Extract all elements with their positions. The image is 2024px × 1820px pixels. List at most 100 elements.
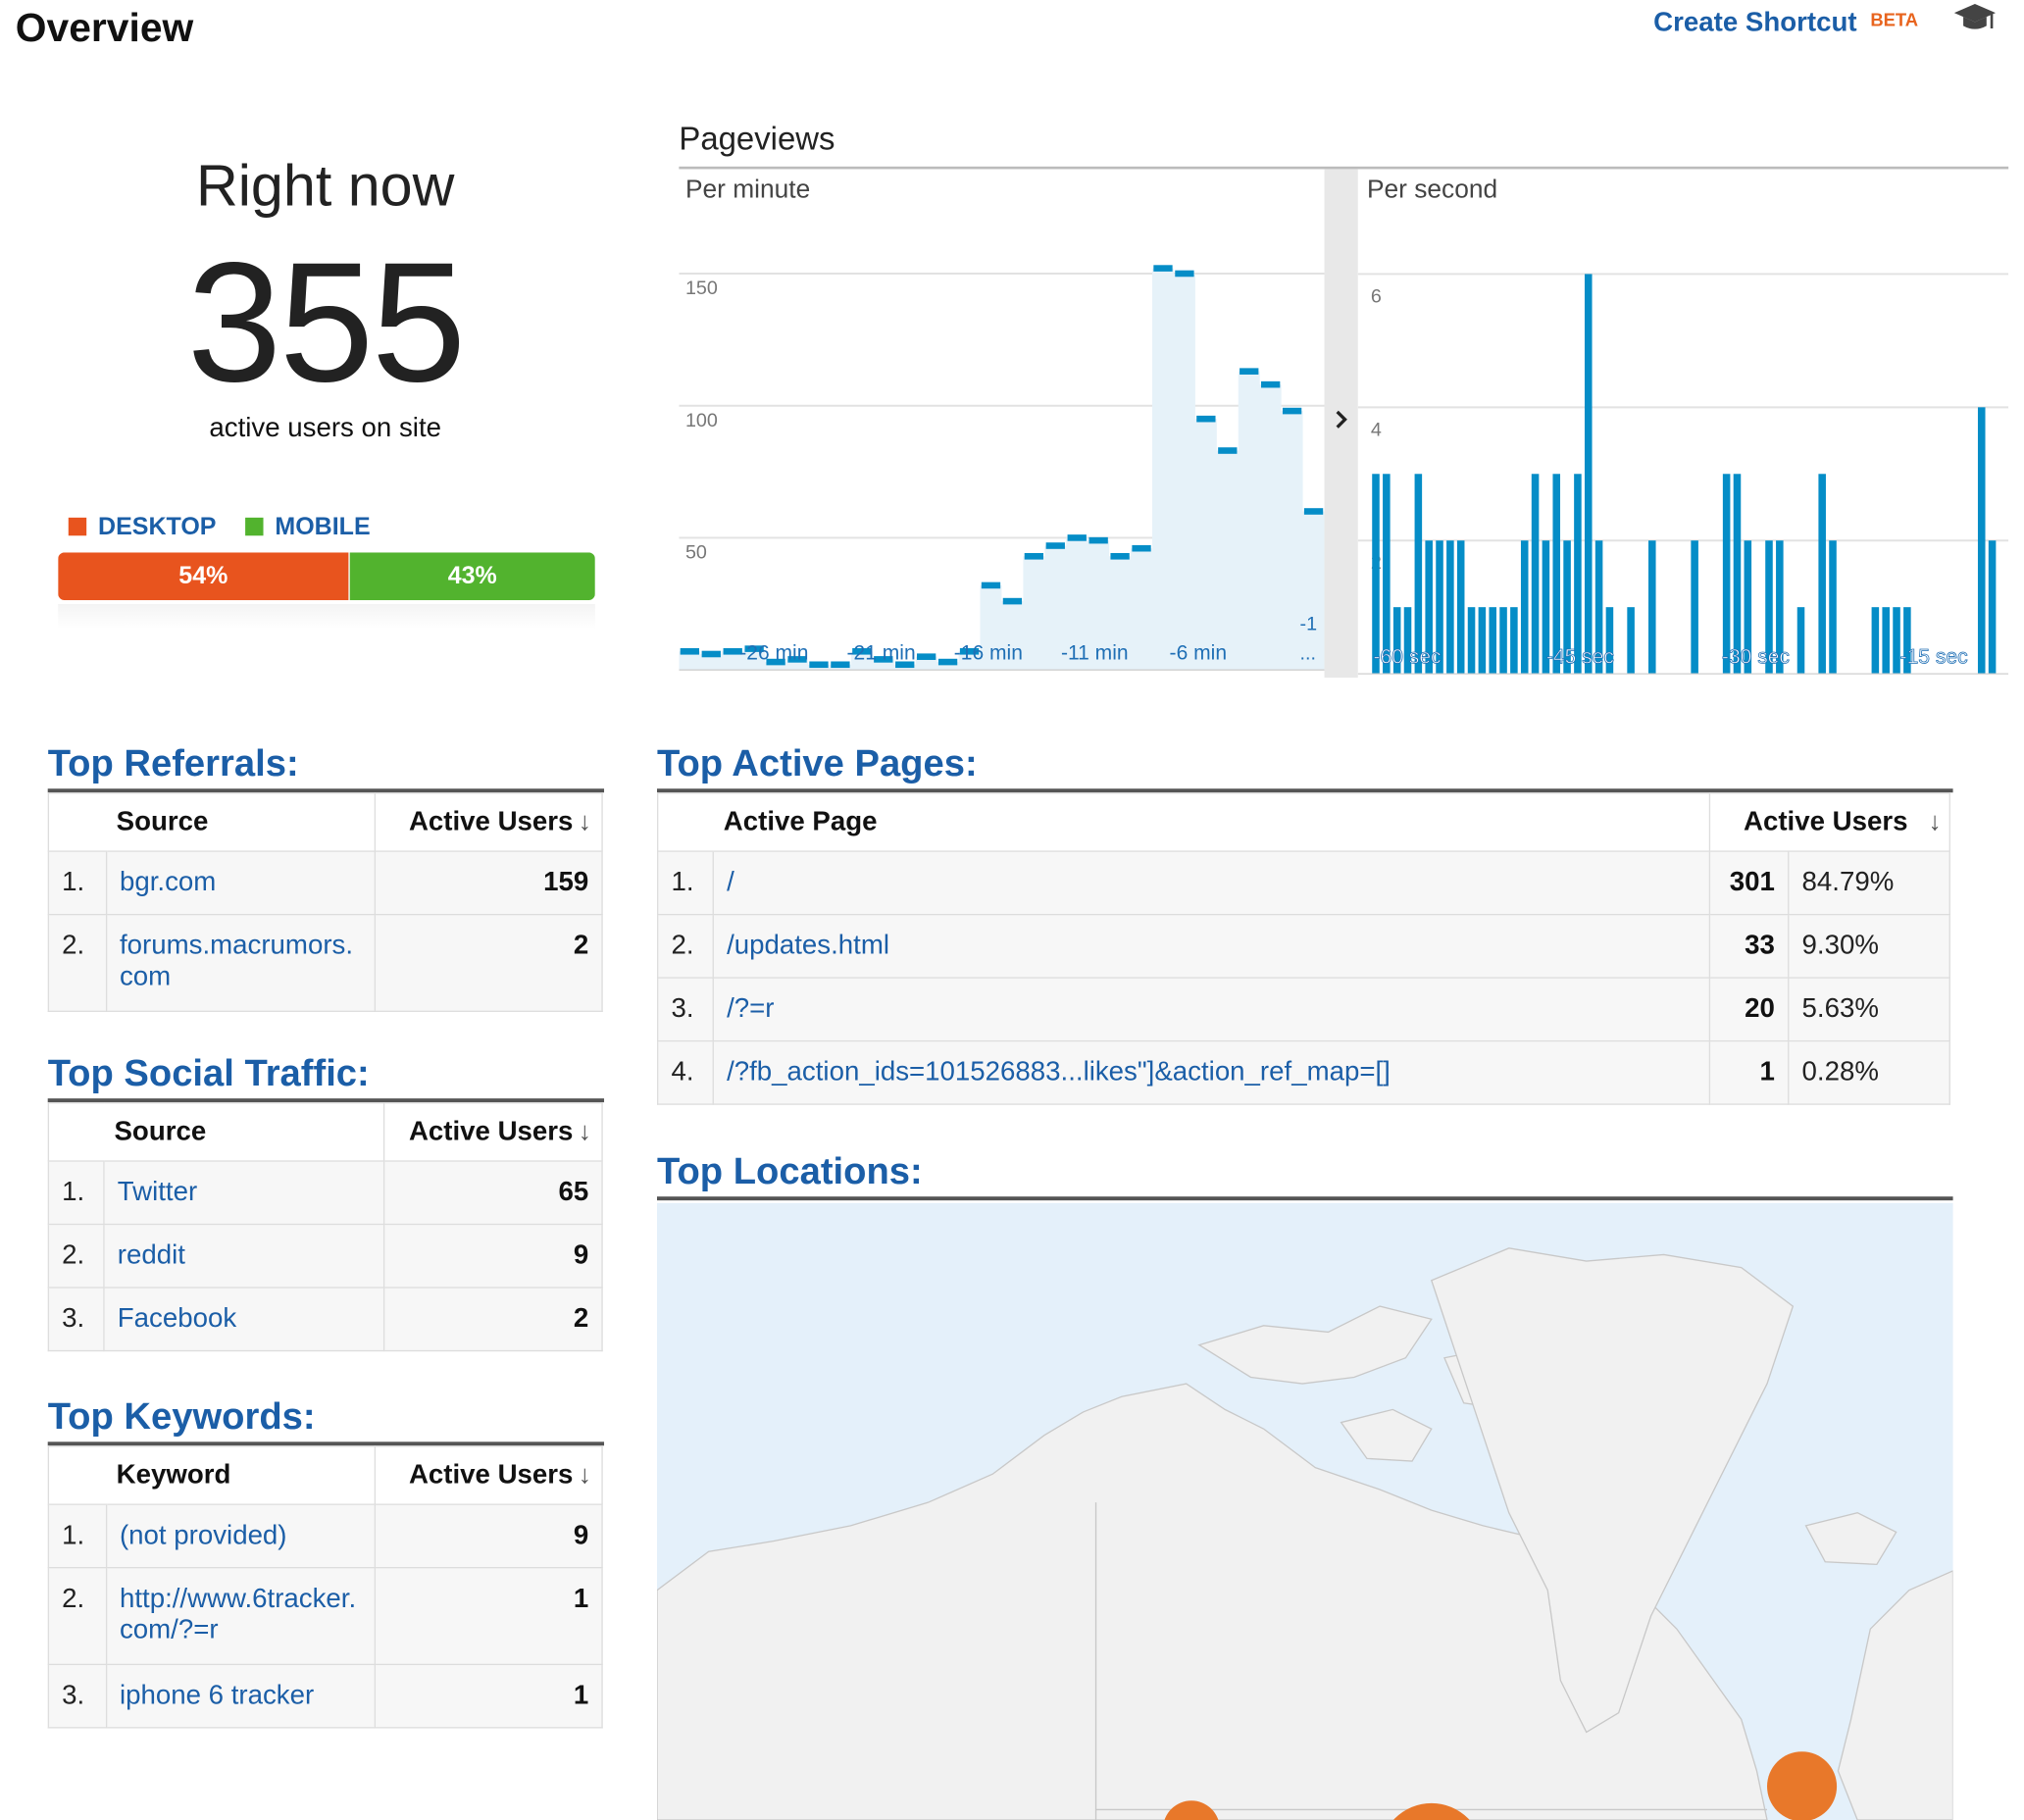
top-pages-title: Top Active Pages: — [656, 743, 978, 785]
source-header[interactable]: Source — [106, 792, 377, 852]
bar — [1574, 474, 1582, 675]
keyword-link[interactable]: http://www.6tracker.com/?=r — [119, 1584, 357, 1644]
index-header — [47, 1102, 104, 1162]
create-shortcut-link[interactable]: Create Shortcut — [1653, 7, 1857, 38]
x-tick-label: -60 sec — [1374, 646, 1442, 669]
per-second-label: Per second — [1366, 176, 1498, 204]
bar — [1903, 607, 1911, 675]
map-land-iceland — [1804, 1512, 1898, 1566]
bar — [1552, 474, 1561, 675]
graduation-cap-icon[interactable] — [1951, 0, 1998, 38]
data-point — [1240, 368, 1259, 375]
mobile-percent: 43% — [447, 562, 497, 589]
y-tick-label: 100 — [685, 410, 718, 431]
active-users-cell: 1 — [375, 1663, 603, 1729]
data-point — [1002, 597, 1023, 605]
per-second-chart: 246-60 sec-45 sec-30 sec-15 sec — [1357, 273, 2009, 675]
table-row: 3. /?=r 20 5.63% — [656, 977, 1950, 1042]
keyword-cell: (not provided) — [105, 1503, 377, 1569]
table-header: Active Page Active Users ↓ — [656, 792, 1950, 852]
bar — [1520, 540, 1529, 675]
source-link[interactable]: forums.macrumors.com — [119, 931, 354, 991]
keyword-header[interactable]: Keyword — [106, 1445, 377, 1505]
row-index: 2. — [47, 913, 107, 1012]
source-link[interactable]: Facebook — [117, 1303, 237, 1334]
bar — [1383, 474, 1391, 675]
active-users-cell: 33 — [1708, 913, 1790, 979]
sort-down-icon: ↓ — [578, 1461, 591, 1491]
y-tick-label: 6 — [1371, 285, 1382, 307]
table-row: 1. (not provided) 9 — [47, 1503, 603, 1569]
y-tick-label: 50 — [685, 541, 707, 563]
per-minute-label: Per minute — [684, 176, 811, 204]
table-row: 2. forums.macrumors.com 2 — [47, 913, 603, 1012]
bar — [1467, 607, 1476, 675]
top-referrals-rule — [47, 788, 605, 793]
data-point — [787, 656, 807, 663]
sort-down-icon: ↓ — [578, 808, 591, 836]
active-users-header[interactable]: Active Users ↓ — [382, 1102, 603, 1162]
data-point — [680, 648, 699, 655]
data-point — [744, 645, 764, 652]
table-row: 3. Facebook 2 — [47, 1287, 603, 1352]
data-point — [1024, 553, 1044, 560]
data-point — [981, 581, 1001, 589]
area-fill — [679, 268, 1325, 671]
source-link[interactable]: Twitter — [117, 1177, 198, 1207]
table-row: 1. Twitter 65 — [47, 1160, 603, 1226]
table-row: 2. http://www.6tracker.com/?=r 1 — [47, 1566, 603, 1666]
page-title: Overview — [15, 5, 194, 51]
data-point — [1088, 536, 1108, 544]
bar — [1722, 474, 1731, 675]
chart-divider[interactable] — [1324, 169, 1358, 679]
data-point — [809, 661, 829, 669]
top-keywords-title: Top Keywords: — [47, 1396, 316, 1439]
split-bar-reflection — [58, 604, 595, 631]
desktop-segment: 54% — [58, 552, 349, 601]
source-header[interactable]: Source — [103, 1102, 385, 1162]
bar — [1414, 474, 1423, 675]
top-keywords-rule — [47, 1441, 605, 1446]
legend-desktop-label: DESKTOP — [98, 513, 217, 541]
page-link[interactable]: /?fb_action_ids=101526883...likes"]&acti… — [727, 1057, 1391, 1087]
chevron-right-icon[interactable] — [1334, 409, 1349, 436]
bar — [1893, 607, 1900, 675]
keyword-link[interactable]: (not provided) — [119, 1520, 287, 1550]
table-row: 3. iphone 6 tracker 1 — [47, 1663, 603, 1729]
locations-map[interactable] — [656, 1202, 1953, 1820]
table-header: Source Active Users ↓ — [47, 792, 603, 852]
active-page-header[interactable]: Active Page — [713, 792, 1711, 852]
percent-cell: 5.63% — [1788, 977, 1950, 1042]
bar — [1436, 540, 1443, 675]
bar — [1499, 607, 1507, 675]
source-link[interactable]: bgr.com — [119, 867, 217, 897]
index-header — [47, 792, 107, 852]
bar — [1691, 540, 1698, 675]
mobile-swatch — [245, 517, 264, 536]
table-row: 2. /updates.html 33 9.30% — [656, 913, 1950, 979]
active-users-header-label: Active Users — [408, 1459, 574, 1491]
sort-down-icon: ↓ — [578, 1117, 591, 1146]
bar — [1627, 607, 1635, 675]
bar — [1403, 607, 1412, 675]
data-point — [766, 658, 785, 666]
source-link[interactable]: reddit — [117, 1239, 185, 1271]
page-link[interactable]: /updates.html — [727, 931, 890, 961]
bar — [1392, 607, 1401, 675]
bar — [1744, 540, 1752, 675]
active-users-header[interactable]: Active Users ↓ — [1708, 792, 1950, 852]
active-users-count: 355 — [186, 227, 467, 418]
x-tick-label: -6 min — [1170, 642, 1227, 665]
active-users-header[interactable]: Active Users ↓ — [375, 792, 603, 852]
data-point — [1175, 270, 1194, 278]
active-users-cell: 1 — [375, 1566, 603, 1666]
legend-desktop: DESKTOP — [68, 513, 217, 542]
x-tick-label: -26 min — [739, 642, 808, 665]
active-users-cell: 2 — [375, 913, 603, 1012]
keyword-link[interactable]: iphone 6 tracker — [119, 1680, 315, 1711]
row-index: 2. — [656, 913, 714, 979]
page-link[interactable]: / — [727, 867, 734, 897]
page-link[interactable]: /?=r — [727, 993, 775, 1024]
bar — [1478, 607, 1487, 675]
active-users-header[interactable]: Active Users ↓ — [375, 1445, 603, 1505]
